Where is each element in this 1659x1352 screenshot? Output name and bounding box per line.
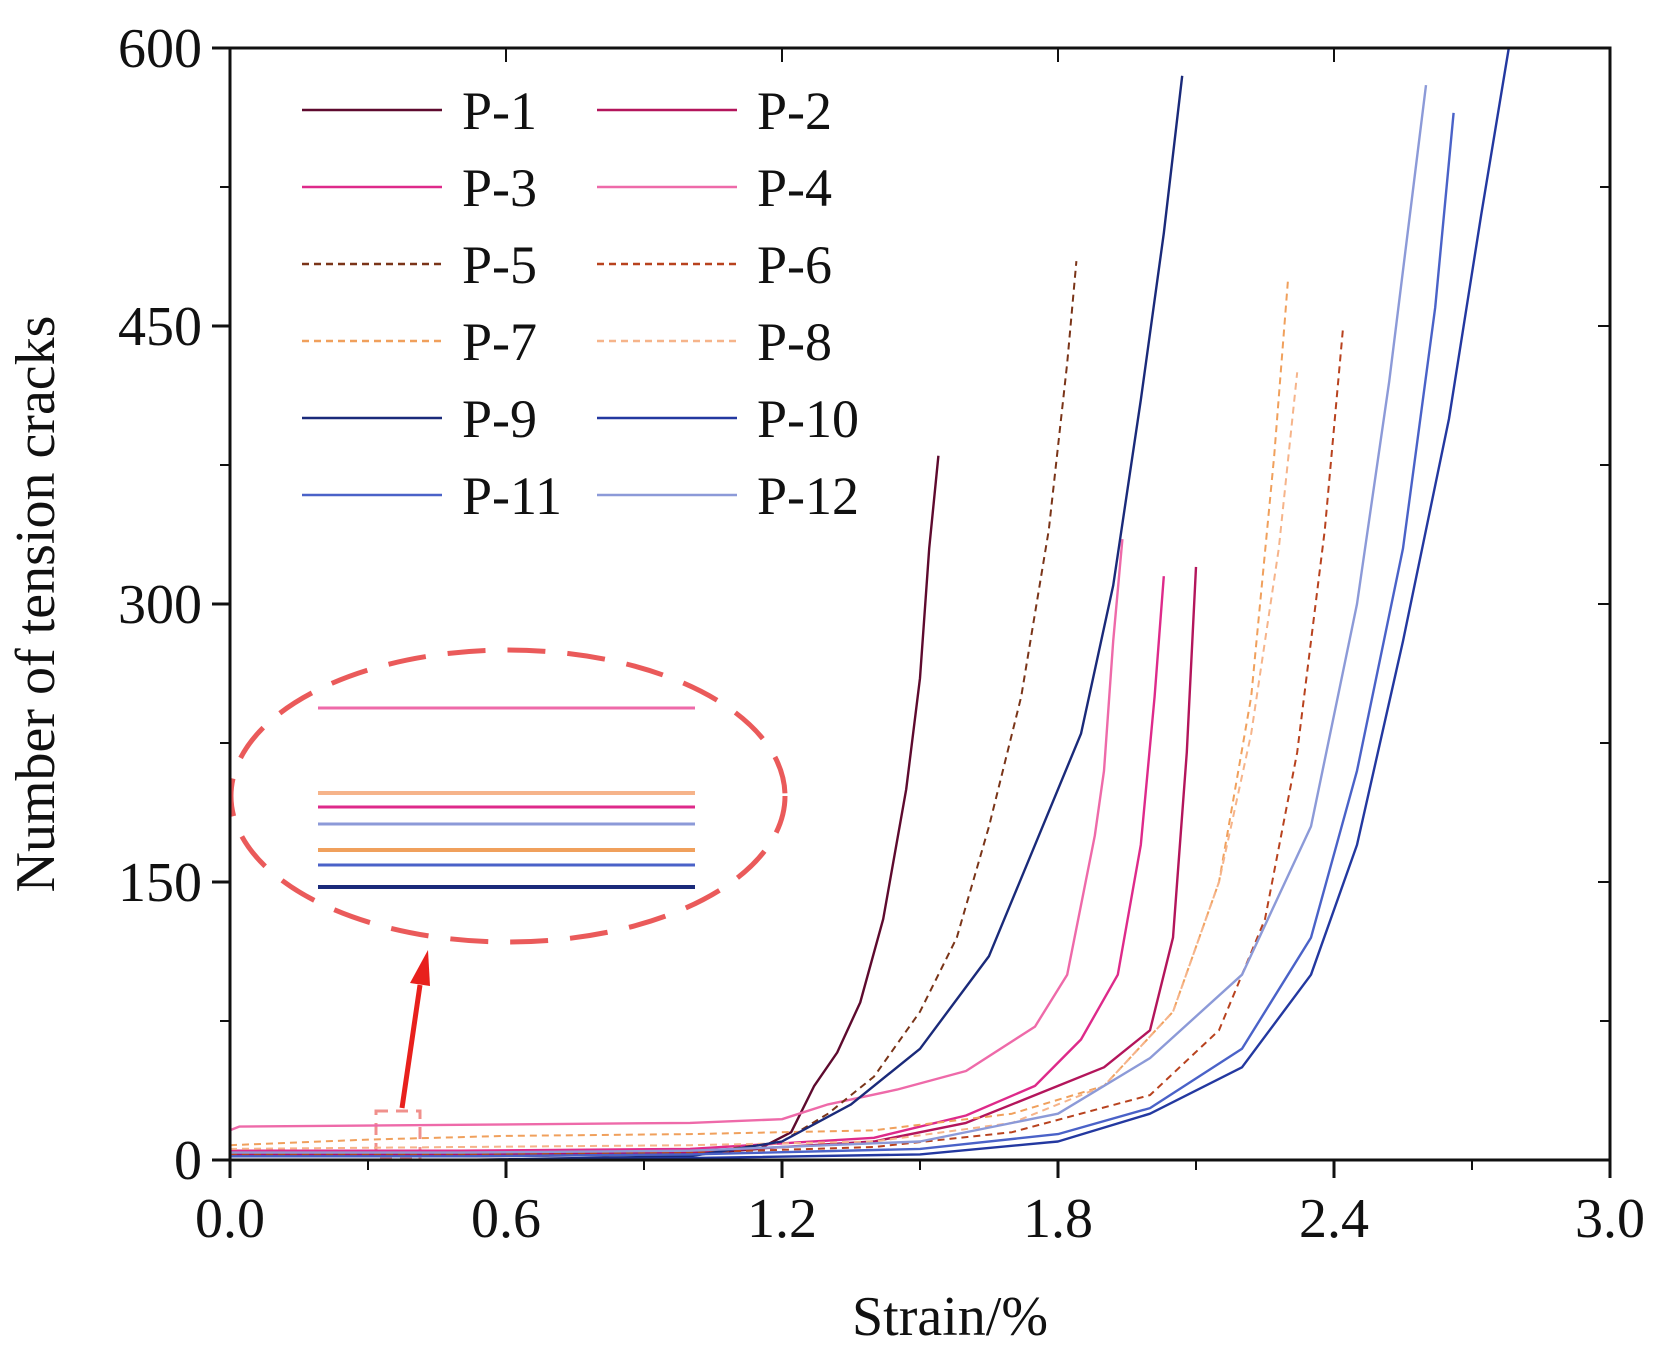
x-axis-title: Strain/% <box>852 1286 1048 1348</box>
x-tick-label: 2.4 <box>1299 1188 1369 1250</box>
axes: 0.0 0.6 1.2 1.8 2.4 3.0 0 150 300 450 600 Strain/% N… <box>5 18 1645 1348</box>
legend-label-p-3: P-3 <box>462 158 537 218</box>
y-tick-label: 600 <box>118 18 202 80</box>
series-line-p-4 <box>229 538 1124 1132</box>
legend-label-p-2: P-2 <box>757 81 832 141</box>
legend-label-p-6: P-6 <box>757 235 832 295</box>
legend-label-p-9: P-9 <box>462 389 537 449</box>
series-lines <box>229 47 1510 1162</box>
x-tick-label: 0.6 <box>471 1188 541 1250</box>
y-tick-label: 450 <box>118 296 202 358</box>
x-tick-label: 3.0 <box>1575 1188 1645 1250</box>
zoom-source-box <box>374 1109 422 1161</box>
series-line-p-3 <box>230 576 1165 1152</box>
series-line-p-6 <box>230 325 1345 1156</box>
legend: P-1 P-2 P-3 P-4 P-5 P-6 P-7 P-8 P-9 P-10 P-11 P-12 <box>302 81 859 526</box>
series-line-p-7 <box>229 279 1289 1147</box>
legend-label-p-10: P-10 <box>757 389 859 449</box>
y-tick-label: 150 <box>118 852 202 914</box>
y-axis-title: Number of tension cracks <box>5 316 67 893</box>
x-tick-label: 1.2 <box>747 1188 817 1250</box>
series-line-p-12 <box>230 84 1428 1154</box>
legend-label-p-1: P-1 <box>462 81 537 141</box>
y-tick-label: 300 <box>118 574 202 636</box>
legend-label-p-4: P-4 <box>757 158 832 218</box>
legend-label-p-8: P-8 <box>757 312 832 372</box>
series-line-p-2 <box>230 566 1198 1156</box>
legend-label-p-12: P-12 <box>757 466 859 526</box>
legend-label-p-7: P-7 <box>462 312 537 372</box>
series-line-p-11 <box>230 112 1455 1158</box>
x-tick-label: 1.8 <box>1023 1188 1093 1250</box>
series-line-p-9 <box>230 75 1184 1162</box>
series-line-p-10 <box>230 47 1510 1162</box>
zoom-arrow-head <box>410 950 430 986</box>
zoom-arrow-shaft <box>399 984 423 1109</box>
legend-label-p-5: P-5 <box>462 235 537 295</box>
y-tick-label: 0 <box>174 1130 202 1192</box>
x-tick-label: 0.0 <box>195 1188 265 1250</box>
legend-label-p-11: P-11 <box>462 466 562 526</box>
